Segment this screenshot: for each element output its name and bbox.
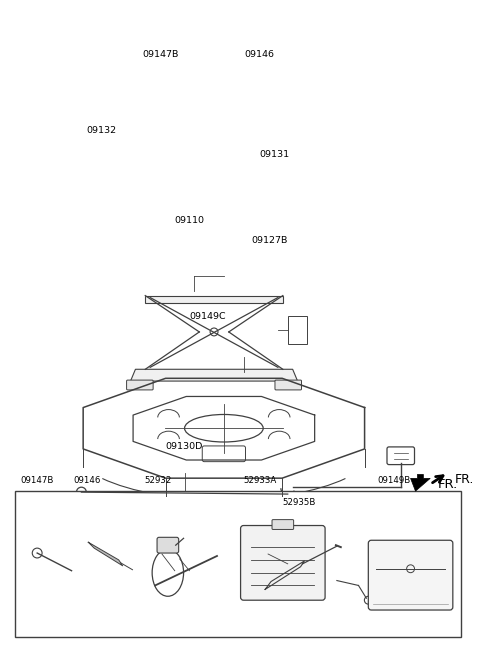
FancyBboxPatch shape [288,316,307,344]
Text: 09127B: 09127B [251,236,288,244]
Text: 09130D: 09130D [166,442,203,451]
Text: 09147B: 09147B [20,476,53,485]
Text: 09110: 09110 [174,216,204,225]
Polygon shape [410,474,430,491]
Polygon shape [131,369,298,381]
FancyBboxPatch shape [275,380,301,390]
FancyBboxPatch shape [368,540,453,610]
Text: 09146: 09146 [73,476,100,485]
FancyBboxPatch shape [272,520,294,530]
FancyBboxPatch shape [14,491,461,637]
Polygon shape [88,542,123,566]
FancyBboxPatch shape [240,526,325,600]
Text: FR.: FR. [455,473,474,486]
Text: 09131: 09131 [259,150,289,160]
FancyBboxPatch shape [387,447,415,464]
Text: 52933A: 52933A [243,476,276,485]
Text: 52932: 52932 [145,476,172,485]
Text: 52935B: 52935B [282,498,316,507]
FancyBboxPatch shape [127,380,153,390]
Text: 09149B: 09149B [378,476,411,485]
Polygon shape [265,561,304,589]
Text: 09146: 09146 [245,50,275,58]
FancyBboxPatch shape [157,537,179,553]
Text: FR.: FR. [438,478,458,491]
Text: 09149C: 09149C [190,312,226,321]
FancyBboxPatch shape [202,446,245,462]
Text: 09147B: 09147B [143,50,179,58]
Text: 09132: 09132 [87,126,117,135]
FancyBboxPatch shape [145,296,283,304]
